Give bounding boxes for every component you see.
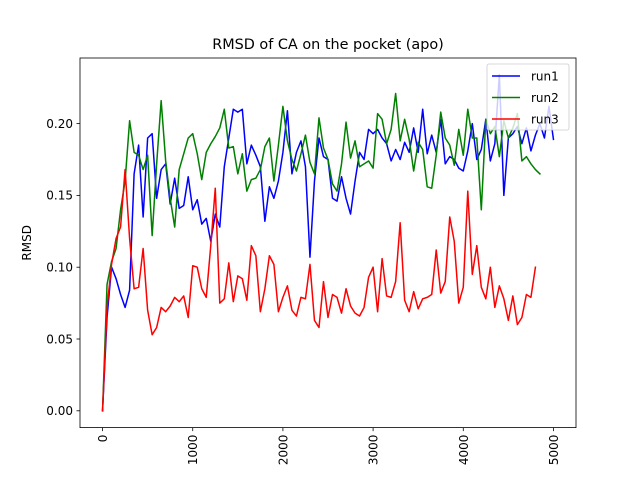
x-tick-label: 5000 xyxy=(547,435,561,466)
series-line-run3 xyxy=(101,168,537,412)
x-tick-label: 2000 xyxy=(276,435,290,466)
x-tick-label: 3000 xyxy=(367,435,381,466)
series-line-run2 xyxy=(101,92,541,412)
y-tick-label: 0.00 xyxy=(46,404,73,418)
y-tick-label: 0.15 xyxy=(46,189,73,203)
y-axis-label: RMSD xyxy=(20,225,34,261)
legend-label-run2: run2 xyxy=(531,91,559,105)
legend-label-run3: run3 xyxy=(531,112,559,126)
chart-title: RMSD of CA on the pocket (apo) xyxy=(212,37,444,53)
y-axis: 0.00 0.05 0.10 0.15 0.20 xyxy=(46,117,80,418)
x-tick-label: 4000 xyxy=(457,435,471,466)
x-tick-label: 0 xyxy=(96,435,110,443)
y-tick-label: 0.10 xyxy=(46,261,73,275)
x-tick-label: 1000 xyxy=(186,435,200,466)
plot-frame xyxy=(79,57,577,429)
y-tick-label: 0.20 xyxy=(46,117,73,131)
x-axis: 0 1000 2000 3000 4000 5000 xyxy=(96,427,561,466)
y-tick-label: 0.05 xyxy=(46,332,73,346)
legend: run1 run2 run3 xyxy=(486,63,570,131)
legend-box xyxy=(486,63,570,131)
series-layer xyxy=(101,74,555,412)
legend-label-run1: run1 xyxy=(531,69,559,83)
